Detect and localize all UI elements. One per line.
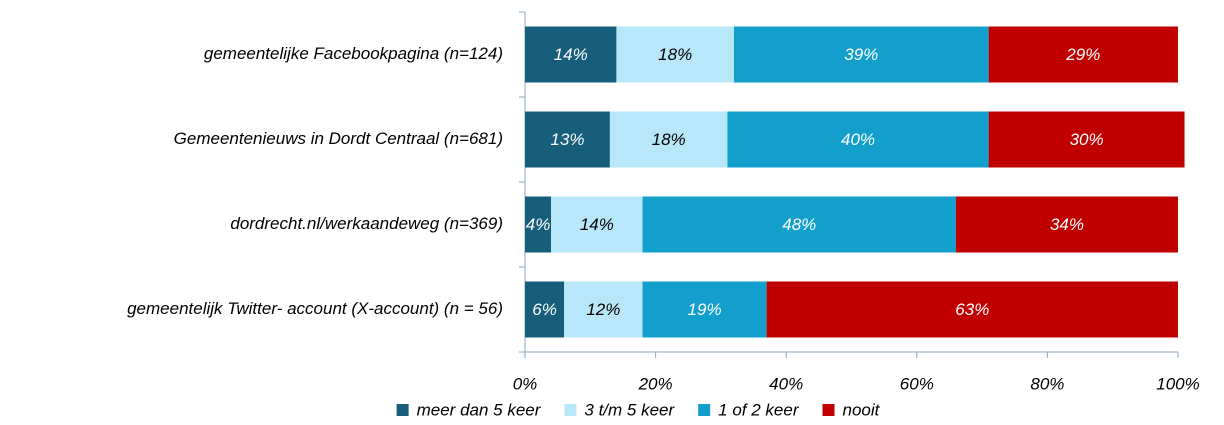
bar-segment bbox=[642, 196, 956, 253]
legend-label: 1 of 2 keer bbox=[718, 400, 800, 419]
x-tick-label: 40% bbox=[769, 374, 803, 393]
data-label: 29% bbox=[1065, 45, 1100, 64]
bar-segment bbox=[525, 26, 617, 83]
bar-segment bbox=[642, 281, 767, 338]
category-label: Gemeentenieuws in Dordt Centraal (n=681) bbox=[174, 129, 503, 148]
bar-segment bbox=[988, 111, 1185, 168]
bar-segment bbox=[551, 196, 643, 253]
data-label: 18% bbox=[658, 45, 692, 64]
data-label: 19% bbox=[688, 300, 722, 319]
category-label: dordrecht.nl/werkaandeweg (n=369) bbox=[230, 214, 503, 233]
x-tick-label: 60% bbox=[900, 374, 934, 393]
category-label: gemeentelijke Facebookpagina (n=124) bbox=[204, 44, 503, 63]
legend-swatch bbox=[564, 404, 577, 416]
data-label: 40% bbox=[841, 130, 875, 149]
data-label: 13% bbox=[550, 130, 584, 149]
bar-segment bbox=[525, 196, 552, 253]
x-tick-label: 20% bbox=[638, 374, 673, 393]
x-tick-label: 100% bbox=[1156, 374, 1199, 393]
data-label: 48% bbox=[782, 215, 816, 234]
legend-label: 3 t/m 5 keer bbox=[584, 400, 675, 419]
bar-segment bbox=[564, 281, 643, 338]
bar-segment bbox=[525, 281, 565, 338]
data-label: 63% bbox=[955, 300, 989, 319]
x-tick-label: 80% bbox=[1030, 374, 1064, 393]
legend-label: nooit bbox=[843, 400, 881, 419]
bar-segment bbox=[988, 26, 1178, 83]
bar-segment bbox=[733, 26, 989, 83]
data-label: 39% bbox=[844, 45, 878, 64]
bar-segment bbox=[616, 26, 734, 83]
bar-segment bbox=[766, 281, 1178, 338]
data-label: 6% bbox=[532, 300, 557, 319]
legend-swatch bbox=[698, 404, 711, 416]
data-label: 30% bbox=[1070, 130, 1104, 149]
legend-label: meer dan 5 keer bbox=[417, 400, 542, 419]
bar-segment bbox=[609, 111, 728, 168]
data-label: 14% bbox=[554, 45, 588, 64]
data-label: 12% bbox=[586, 300, 620, 319]
bar-segment bbox=[525, 111, 610, 168]
legend-swatch bbox=[822, 404, 835, 416]
data-label: 34% bbox=[1050, 215, 1084, 234]
bar-segment bbox=[727, 111, 989, 168]
legend-swatch bbox=[396, 404, 409, 416]
x-tick-label: 0% bbox=[513, 374, 538, 393]
bar-segment bbox=[955, 196, 1178, 253]
data-label: 4% bbox=[526, 215, 551, 234]
data-label: 14% bbox=[580, 215, 614, 234]
category-label: gemeentelijk Twitter- account (X-account… bbox=[127, 299, 503, 318]
data-label: 18% bbox=[652, 130, 686, 149]
